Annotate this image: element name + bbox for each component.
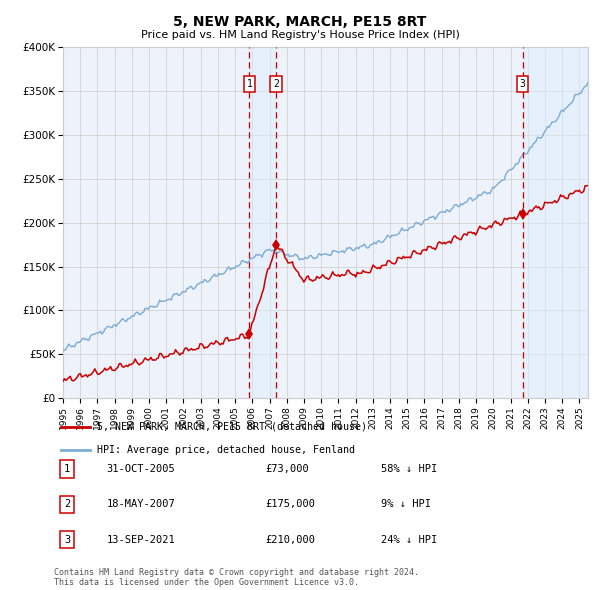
Bar [250, 47, 276, 398]
Text: 9% ↓ HPI: 9% ↓ HPI [382, 500, 431, 509]
Text: 5, NEW PARK, MARCH, PE15 8RT (detached house): 5, NEW PARK, MARCH, PE15 8RT (detached h… [97, 421, 367, 431]
Text: 58% ↓ HPI: 58% ↓ HPI [382, 464, 437, 474]
Text: £175,000: £175,000 [265, 500, 315, 509]
Text: 3: 3 [520, 79, 526, 89]
Text: 18-MAY-2007: 18-MAY-2007 [107, 500, 176, 509]
Text: £210,000: £210,000 [265, 535, 315, 545]
Text: Contains HM Land Registry data © Crown copyright and database right 2024.
This d: Contains HM Land Registry data © Crown c… [54, 568, 419, 587]
Text: 3: 3 [64, 535, 70, 545]
Text: 1: 1 [247, 79, 253, 89]
Text: 5, NEW PARK, MARCH, PE15 8RT: 5, NEW PARK, MARCH, PE15 8RT [173, 15, 427, 29]
Text: Price paid vs. HM Land Registry's House Price Index (HPI): Price paid vs. HM Land Registry's House … [140, 30, 460, 40]
Text: 2: 2 [64, 500, 70, 509]
Text: HPI: Average price, detached house, Fenland: HPI: Average price, detached house, Fenl… [97, 445, 355, 455]
Text: £73,000: £73,000 [265, 464, 309, 474]
Text: 31-OCT-2005: 31-OCT-2005 [107, 464, 176, 474]
Text: 2: 2 [273, 79, 279, 89]
Text: 1: 1 [64, 464, 70, 474]
Text: 24% ↓ HPI: 24% ↓ HPI [382, 535, 437, 545]
Bar [523, 47, 588, 398]
Text: 13-SEP-2021: 13-SEP-2021 [107, 535, 176, 545]
